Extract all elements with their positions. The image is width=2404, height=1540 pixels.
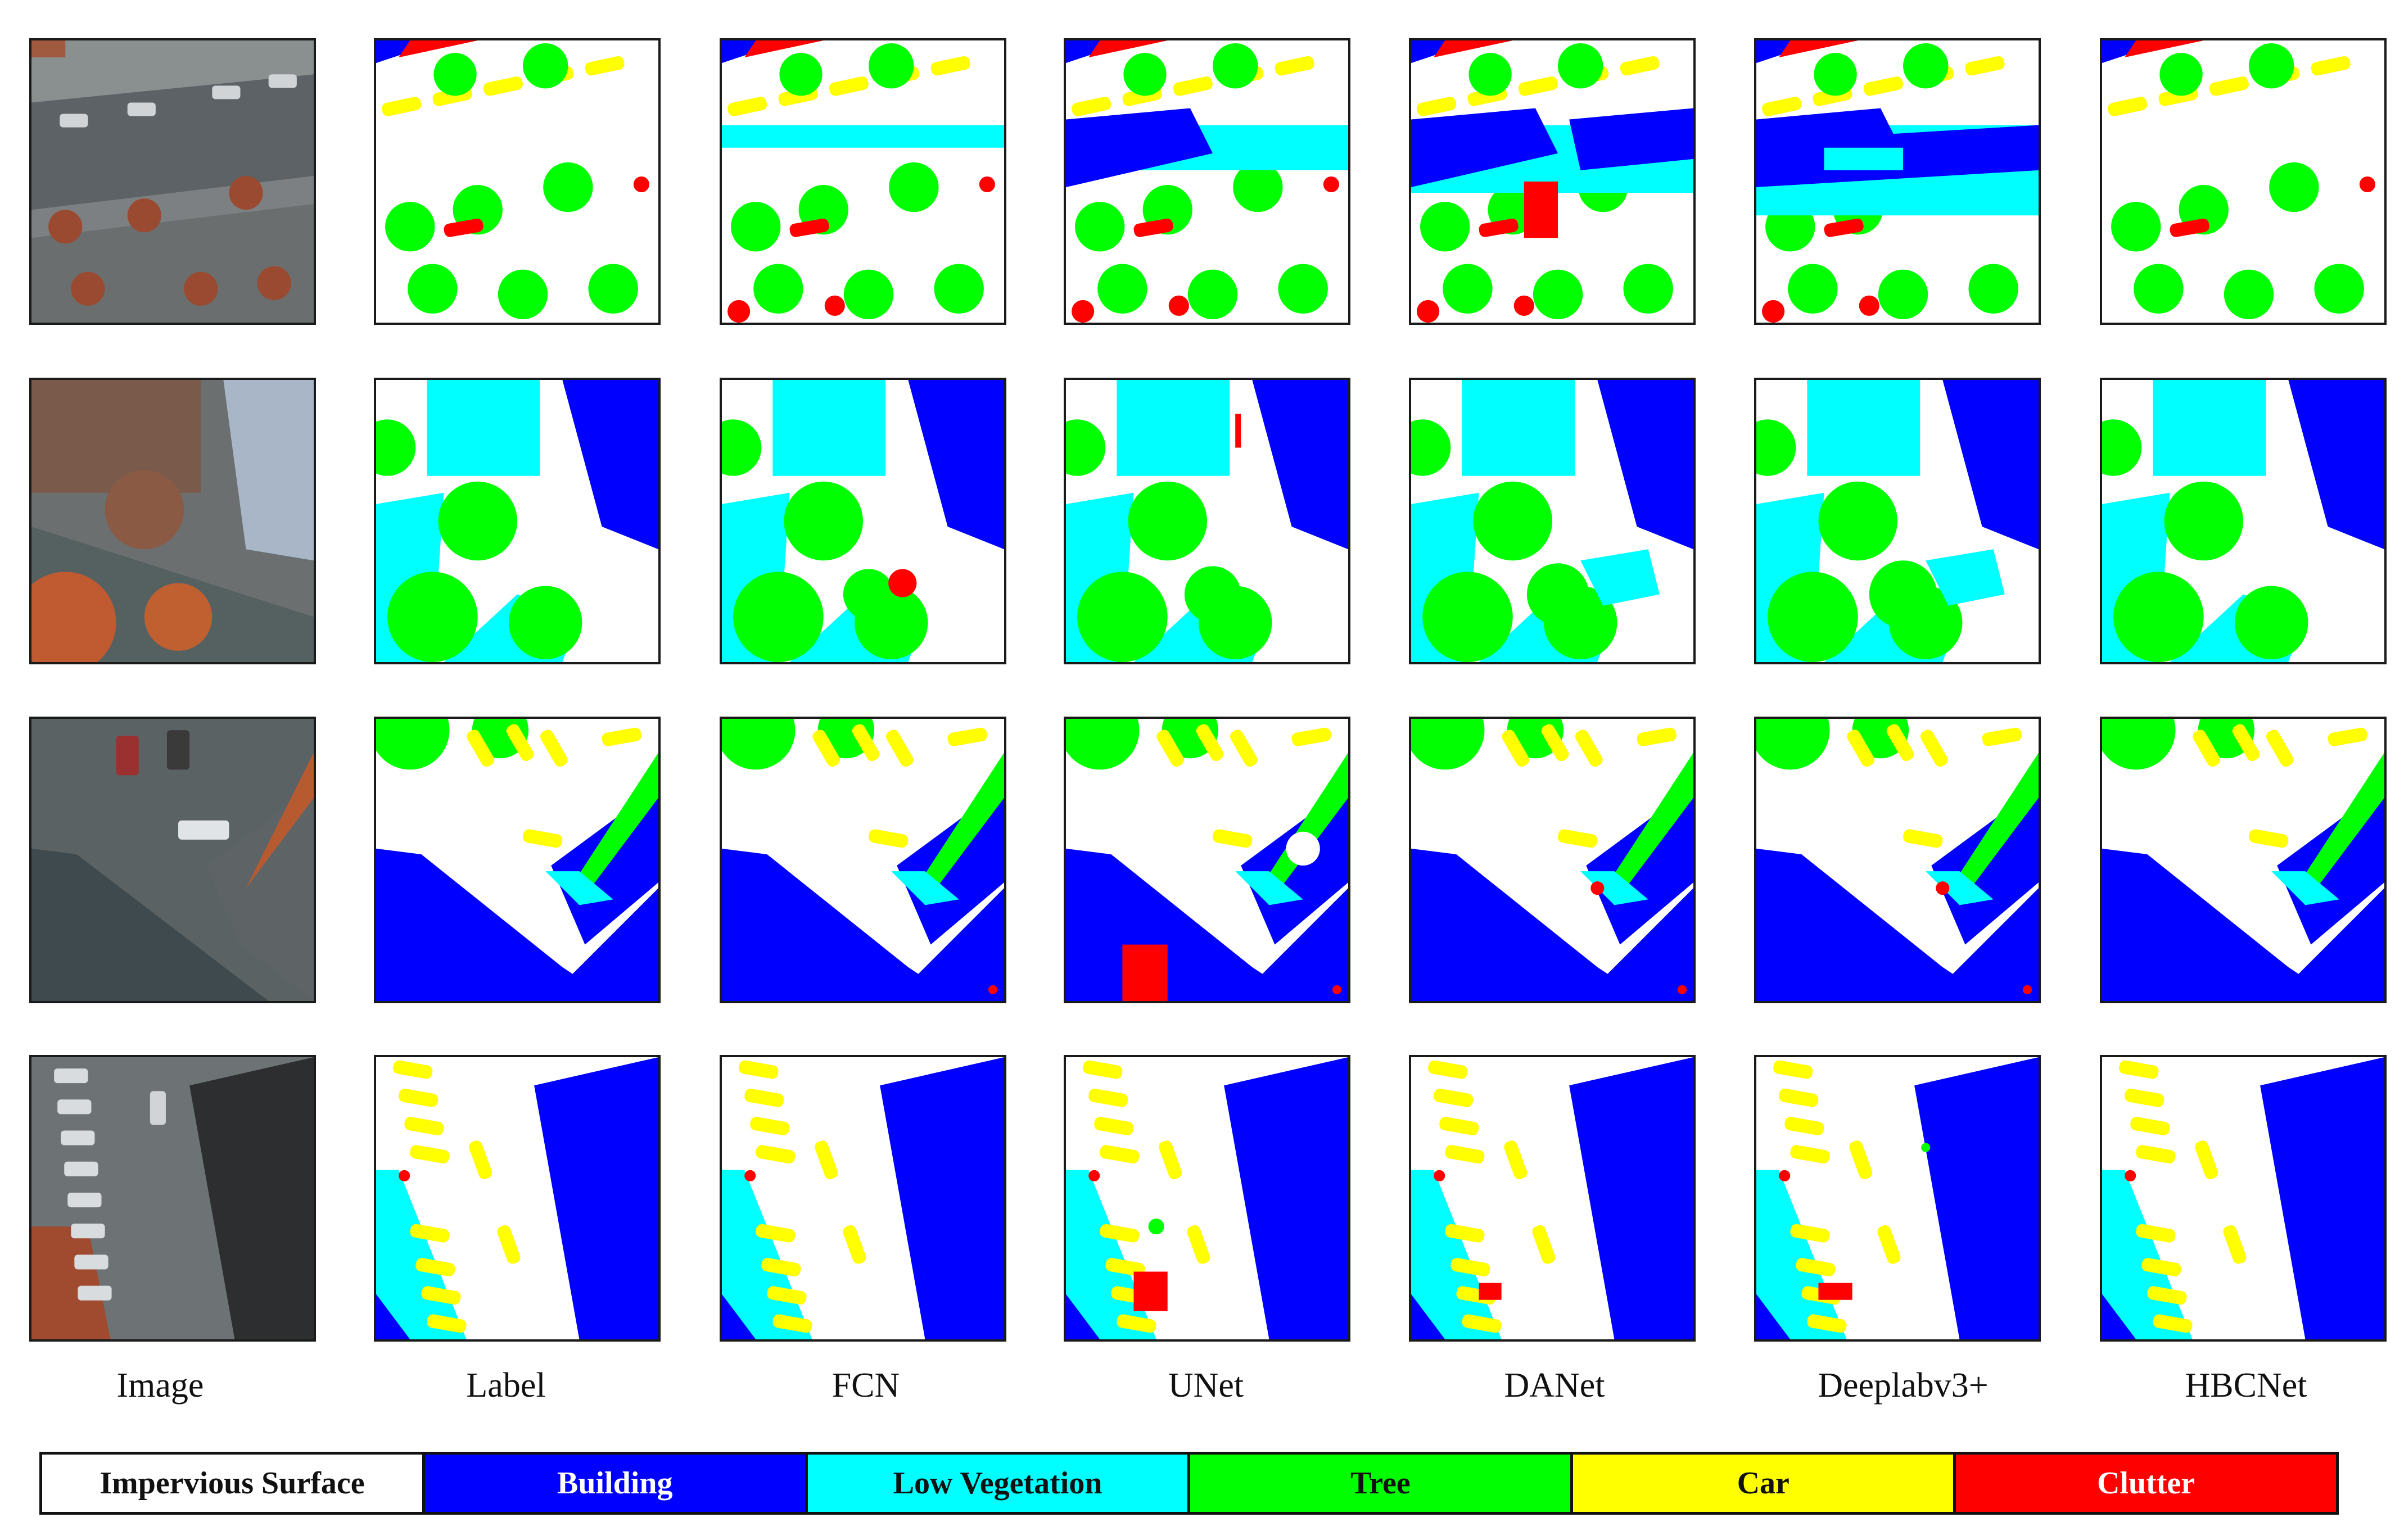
panel-deeplabv3-row-3 <box>1754 717 2041 1003</box>
column-label-label: Label <box>466 1366 546 1405</box>
panel-label-row-4 <box>374 1055 661 1342</box>
column-label-deeplabv3: Deeplabv3+ <box>1818 1366 1989 1405</box>
panel-danet-row-4 <box>1409 1055 1696 1342</box>
panel-unet-row-3 <box>1064 717 1350 1003</box>
panel-deeplabv3-row-1 <box>1754 38 2041 325</box>
panel-image-row-1 <box>29 38 316 325</box>
panel-deeplabv3-row-4 <box>1754 1055 2041 1342</box>
column-label-hbcnet: HBCNet <box>2185 1366 2307 1405</box>
panel-deeplabv3-row-2 <box>1754 378 2041 664</box>
column-label-unet: UNet <box>1168 1366 1244 1405</box>
legend-low-vegetation: Low Vegetation <box>807 1455 1191 1512</box>
panel-unet-row-2 <box>1064 378 1350 664</box>
legend-building: Building <box>424 1455 808 1512</box>
panel-danet-row-3 <box>1409 717 1696 1003</box>
panel-image-row-4 <box>29 1055 316 1342</box>
panel-unet-row-4 <box>1064 1055 1350 1342</box>
panel-hbcnet-row-2 <box>2100 378 2387 664</box>
panel-image-row-3 <box>29 717 316 1003</box>
legend-impervious-surface: Impervious Surface <box>42 1455 425 1512</box>
panel-hbcnet-row-1 <box>2100 38 2387 325</box>
panel-label-row-2 <box>374 378 661 664</box>
panel-label-row-3 <box>374 717 661 1003</box>
legend-tree: Tree <box>1190 1455 1574 1512</box>
column-label-danet: DANet <box>1504 1366 1605 1405</box>
panel-hbcnet-row-3 <box>2100 717 2387 1003</box>
panel-danet-row-2 <box>1409 378 1696 664</box>
panel-image-row-2 <box>29 378 316 664</box>
class-legend: Impervious Surface Building Low Vegetati… <box>39 1452 2339 1515</box>
panel-fcn-row-3 <box>720 717 1006 1003</box>
panel-danet-row-1 <box>1409 38 1696 325</box>
panel-fcn-row-4 <box>720 1055 1006 1342</box>
legend-clutter: Clutter <box>1956 1455 2336 1512</box>
panel-label-row-1 <box>374 38 661 325</box>
panel-fcn-row-1 <box>720 38 1006 325</box>
column-label-fcn: FCN <box>832 1366 900 1405</box>
panel-fcn-row-2 <box>720 378 1006 664</box>
panel-hbcnet-row-4 <box>2100 1055 2387 1342</box>
column-label-image: Image <box>116 1366 204 1405</box>
legend-car: Car <box>1573 1455 1956 1512</box>
panel-unet-row-1 <box>1064 38 1350 325</box>
